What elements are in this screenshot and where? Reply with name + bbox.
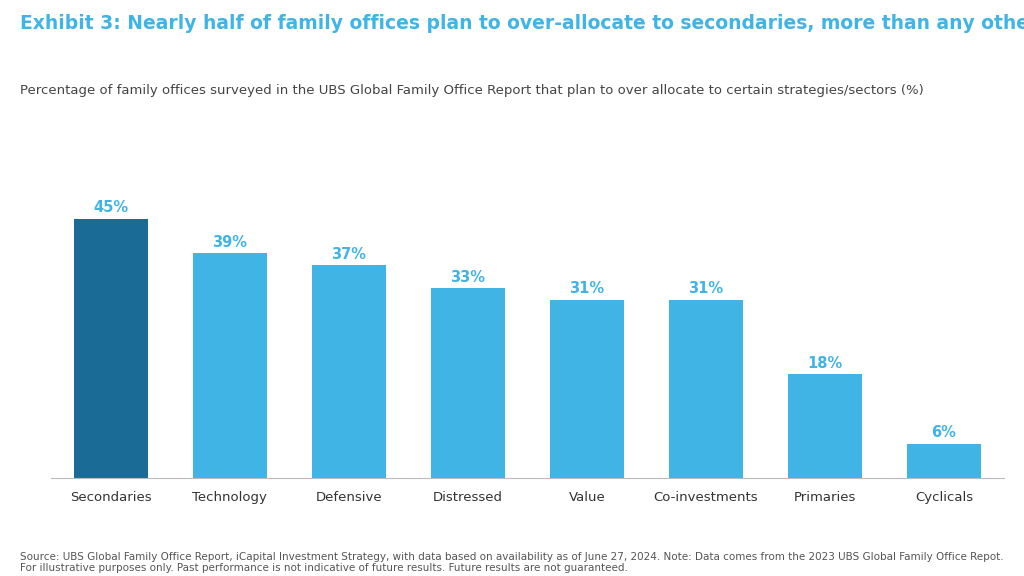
- Text: Source: UBS Global Family Office Report, iCapital Investment Strategy, with data: Source: UBS Global Family Office Report,…: [20, 552, 1008, 573]
- Bar: [193, 253, 266, 478]
- Text: 37%: 37%: [332, 247, 367, 262]
- Text: 18%: 18%: [807, 356, 843, 371]
- Text: 31%: 31%: [688, 281, 724, 296]
- Text: 39%: 39%: [212, 235, 247, 250]
- Bar: [550, 300, 624, 478]
- Bar: [312, 265, 386, 478]
- Bar: [669, 300, 742, 478]
- Text: Percentage of family offices surveyed in the UBS Global Family Office Report tha: Percentage of family offices surveyed in…: [20, 84, 925, 97]
- Text: 6%: 6%: [932, 425, 956, 440]
- Bar: [74, 219, 147, 478]
- Bar: [431, 288, 505, 478]
- Text: 31%: 31%: [569, 281, 604, 296]
- Text: Exhibit 3: Nearly half of family offices plan to over-allocate to secondaries, m: Exhibit 3: Nearly half of family offices…: [20, 14, 1024, 33]
- Bar: [788, 374, 862, 478]
- Text: 33%: 33%: [451, 270, 485, 285]
- Bar: [907, 444, 981, 478]
- Text: 45%: 45%: [93, 200, 128, 215]
